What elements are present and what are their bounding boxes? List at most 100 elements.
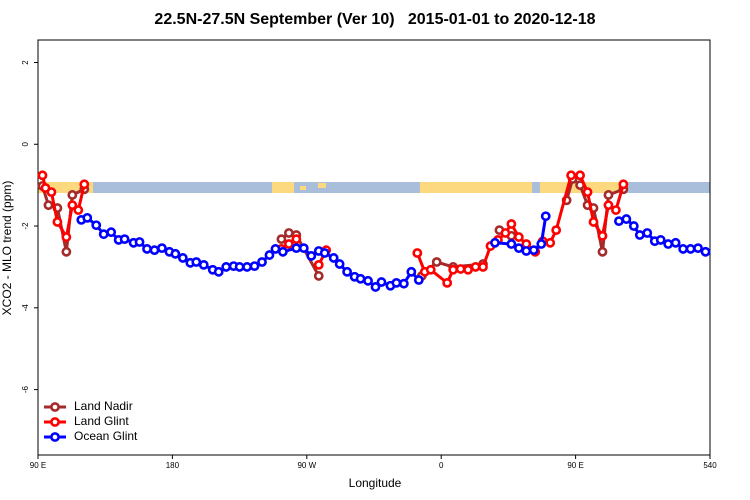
point [270,244,281,254]
point [506,239,517,249]
point [79,179,90,190]
point [37,170,48,181]
point [61,246,72,257]
point [463,264,473,275]
point [506,219,517,229]
x-tick-label: 0 [439,461,444,470]
point [319,248,330,258]
point [588,217,599,227]
point [670,237,681,248]
point [376,277,387,287]
land-band [300,186,306,190]
point [513,243,524,254]
point [283,239,294,249]
point [249,261,260,272]
point [119,234,130,245]
point [291,234,302,245]
point [82,212,93,223]
point [170,248,181,259]
point [334,259,345,269]
series [76,211,711,292]
x-tick-label: 180 [166,461,180,470]
point [693,243,703,254]
point [628,221,639,231]
point [611,205,621,215]
point [157,243,167,254]
point [313,259,324,270]
point [551,225,562,236]
y-tick-label: -4 [21,304,30,312]
point [597,230,608,241]
point [540,211,551,222]
chart-title: 22.5N-27.5N September (Ver 10) 2015-01-0… [154,11,595,28]
point [134,237,145,247]
point [618,179,629,190]
legend-label: Ocean Glint [74,429,138,443]
ocean-band [38,182,710,193]
x-tick-label: 90 E [567,461,583,470]
point [234,262,245,272]
point [528,245,539,256]
point [634,230,645,240]
legend-label: Land Nadir [74,399,133,413]
point [313,271,324,281]
point [655,235,666,245]
point [536,239,547,249]
point [328,253,339,263]
point [521,246,532,256]
point [642,228,653,238]
point [663,239,674,249]
point [413,275,424,285]
point [391,277,402,288]
point [406,266,417,277]
point [213,266,224,277]
point [603,200,614,211]
point [412,248,423,258]
land-band [272,182,294,193]
point [264,250,275,260]
land-band [318,183,326,188]
point [298,243,309,254]
point [43,200,54,211]
point [278,246,288,257]
point [283,228,294,238]
point [306,250,317,261]
legend-marker [50,417,60,427]
point [470,262,481,272]
point [370,282,381,292]
point [455,264,466,274]
point [342,266,353,277]
point [700,246,711,257]
point [566,170,577,181]
point [73,205,84,215]
legend-marker [50,432,60,442]
point [685,244,696,254]
point [545,237,556,248]
point [177,253,188,263]
y-tick-label: 2 [21,60,30,65]
point [431,257,442,267]
point [500,228,511,238]
point [603,190,614,200]
point [67,190,78,200]
land-band [420,182,532,193]
point [191,257,202,267]
point [575,170,585,181]
point [490,237,500,248]
y-axis-label: XCO2 - MLO trend (ppm) [0,181,14,316]
point [221,262,232,272]
point [106,227,117,238]
point [597,246,608,257]
legend-label: Land Glint [74,414,129,428]
x-tick-label: 90 W [297,461,316,470]
y-tick-label: -6 [21,385,30,393]
point [582,187,593,197]
point [478,262,488,272]
point [198,259,209,270]
x-tick-label: 540 [703,461,717,470]
point [98,229,109,240]
y-tick-label: 0 [21,141,30,146]
point [363,275,373,286]
